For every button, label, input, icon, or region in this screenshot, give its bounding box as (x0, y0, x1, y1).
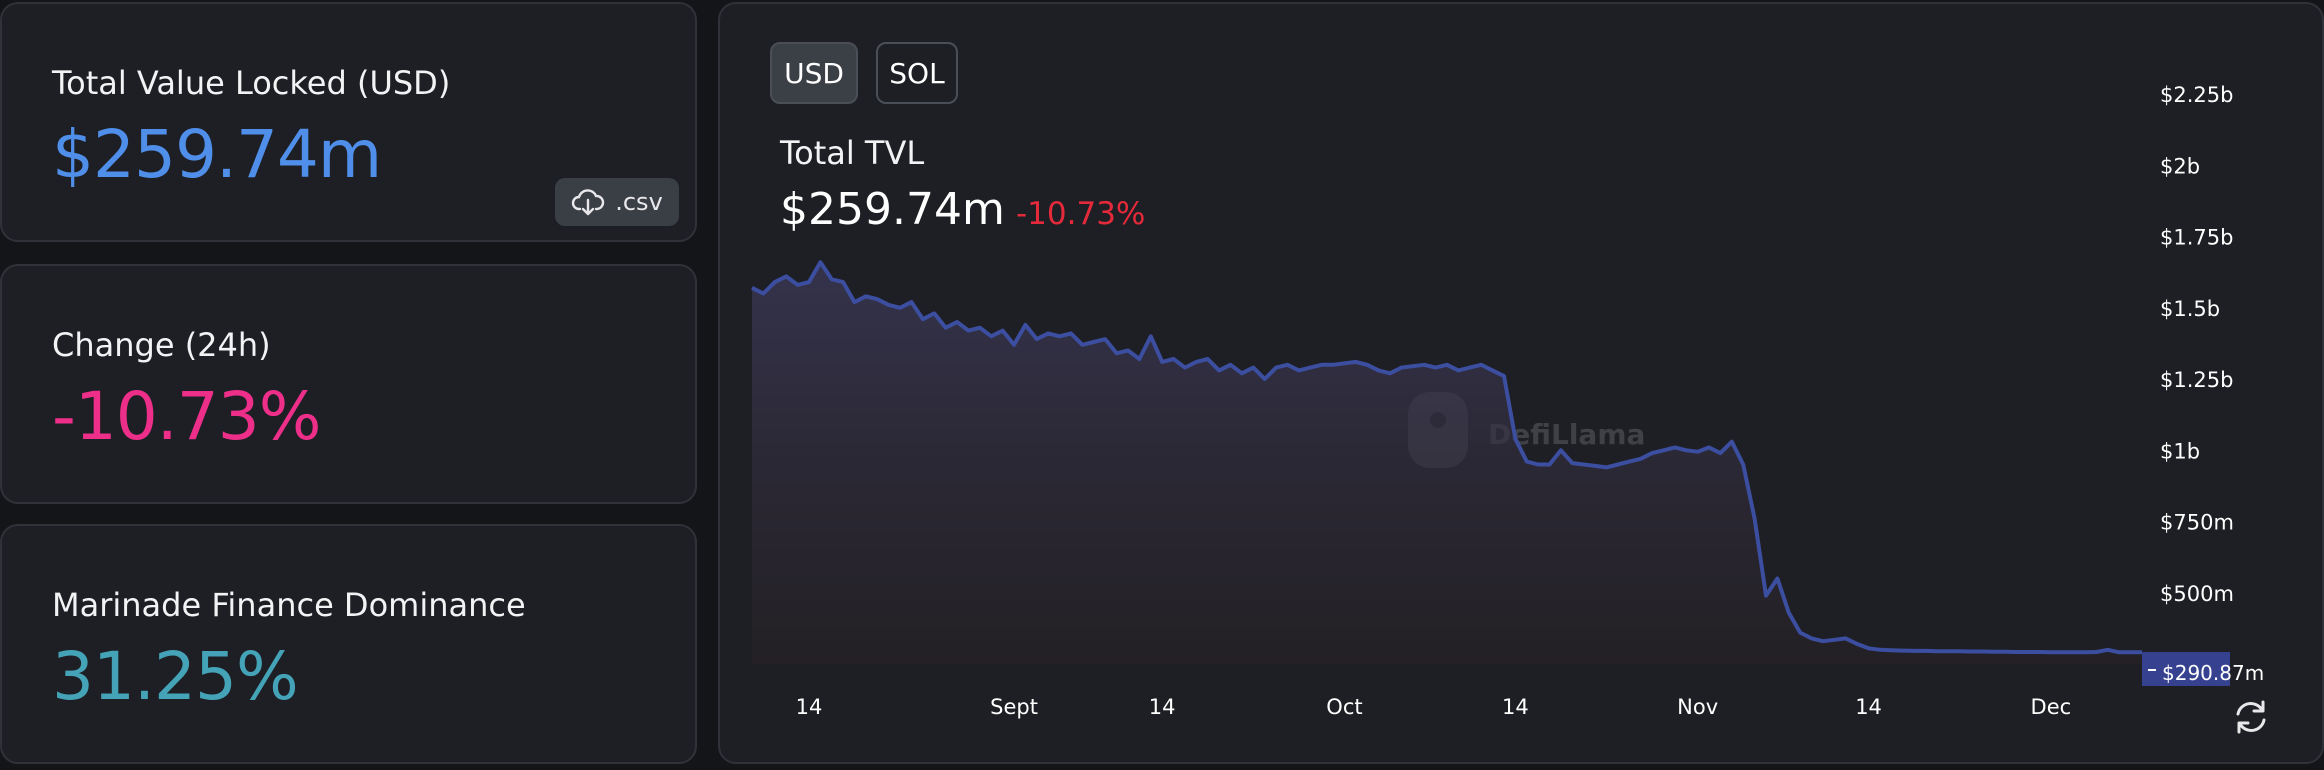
dominance-label: Marinade Finance Dominance (52, 586, 526, 624)
y-tick-label: $1b (2160, 439, 2200, 463)
chart-change-percent: -10.73% (1016, 196, 1146, 232)
y-tick-label: $1.25b (2160, 368, 2233, 392)
y-tick-label: $1.5b (2160, 297, 2220, 321)
tvl-area (752, 262, 2142, 664)
x-tick-label: 14 (1855, 695, 1882, 719)
x-tick-label: Dec (2031, 695, 2072, 719)
y-tick-label: $500m (2160, 582, 2234, 606)
tvl-value: $259.74m (52, 116, 382, 193)
csv-label: .csv (615, 188, 663, 216)
change-card: Change (24h) -10.73% (0, 264, 697, 504)
chart-title: Total TVL (780, 134, 925, 172)
y-axis: $2.25b $2b $1.75b $1.5b $1.25b $1b $750m $500m (2160, 83, 2234, 606)
tvl-chart[interactable]: DefiLlama $2.25b$2b$1.75b$1.5b$1.25b$1b$… (720, 4, 2322, 762)
dominance-value: 31.25% (52, 638, 299, 715)
x-axis: 14 Sept 14 Oct 14 Nov 14 Dec (796, 695, 2072, 719)
change-label: Change (24h) (52, 326, 271, 364)
y-tick-label: $2.25b (2160, 83, 2233, 107)
refresh-icon[interactable] (2230, 696, 2272, 738)
current-value-label: $290.87m (2162, 661, 2264, 685)
x-tick-label: Oct (1326, 695, 1362, 719)
x-tick-label: Nov (1677, 695, 1718, 719)
cloud-download-icon (572, 189, 605, 216)
y-tick-label: $750m (2160, 511, 2234, 535)
tvl-card: Total Value Locked (USD) $259.74m .csv (0, 2, 697, 242)
x-tick-label: Sept (990, 695, 1038, 719)
tvl-label: Total Value Locked (USD) (52, 64, 451, 102)
x-tick-label: 14 (1149, 695, 1176, 719)
tvl-line (751, 260, 2142, 655)
x-tick-label: 14 (1502, 695, 1529, 719)
change-value: -10.73% (52, 378, 321, 455)
x-tick-label: 14 (796, 695, 823, 719)
chart-current-value: $259.74m (780, 184, 1005, 235)
current-value-marker: $290.87m (2142, 652, 2264, 686)
sol-toggle-button[interactable]: SOL (876, 42, 958, 104)
usd-toggle-button[interactable]: USD (770, 42, 858, 104)
download-csv-button[interactable]: .csv (555, 178, 679, 226)
y-tick-label: $1.75b (2160, 226, 2233, 250)
dominance-card: Marinade Finance Dominance 31.25% (0, 524, 697, 764)
y-tick-label: $2b (2160, 154, 2200, 178)
chart-panel: USD SOL Total TVL $259.74m -10.73% DefiL… (718, 2, 2324, 764)
